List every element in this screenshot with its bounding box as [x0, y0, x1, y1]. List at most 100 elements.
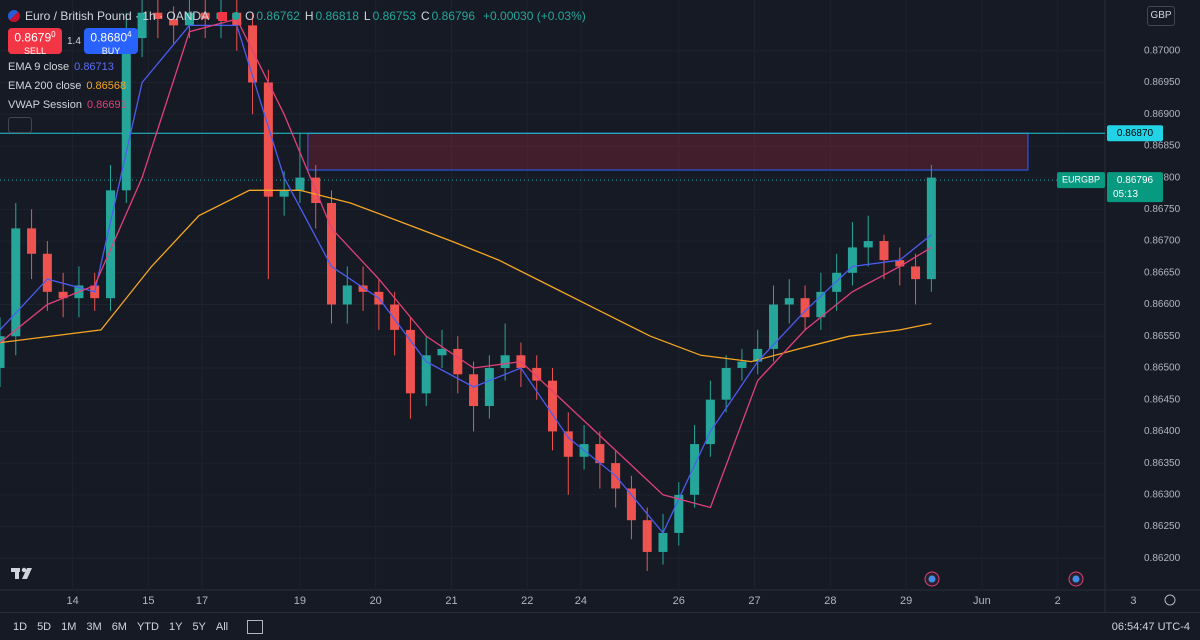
settings-icon[interactable]: [1164, 594, 1176, 606]
candle-body: [484, 367, 494, 407]
candle-body: [327, 203, 336, 305]
candle-body: [153, 12, 163, 20]
candle-body: [295, 177, 305, 191]
candle-body: [121, 38, 131, 191]
candle-body: [832, 272, 842, 292]
candle-body: [200, 12, 210, 20]
buy-button[interactable]: 0.86804 BUY: [84, 28, 138, 56]
candle-body: [421, 355, 431, 394]
x-tick-label: 3: [1130, 595, 1136, 607]
range-button[interactable]: 1D: [13, 621, 28, 633]
y-tick-label: 0.87000: [1144, 45, 1181, 56]
x-tick-label: 20: [370, 595, 382, 607]
candle-body: [658, 532, 668, 552]
range-buttons: 1D 5D 1M 3M 6M YTD 1Y 5Y All: [0, 621, 233, 633]
symbol-header: Euro / British Pound · 1h · OANDA O 0.867…: [8, 9, 586, 23]
candle-body: [753, 348, 763, 362]
y-tick-label: 0.86600: [1144, 299, 1181, 310]
bottom-toolbar: 1D 5D 1M 3M 6M YTD 1Y 5Y All 06:54:47 UTC-4: [0, 612, 1200, 640]
countdown-label: 05:13: [1113, 189, 1138, 200]
indicator-line: [0, 189, 932, 363]
candle-body: [532, 367, 542, 381]
level-label-bg: [1107, 125, 1163, 142]
x-tick-label: Jun: [973, 595, 991, 607]
spread: 1.4: [67, 36, 81, 47]
y-tick-label: 0.86400: [1144, 426, 1181, 437]
sell-button[interactable]: 0.86790 SELL: [8, 28, 62, 56]
legend-value: 0.86568: [86, 80, 127, 92]
candle-body: [563, 431, 573, 457]
candle-body: [248, 25, 258, 83]
event-icons: [924, 571, 1176, 606]
sell-price: 0.8679: [14, 30, 52, 45]
range-button[interactable]: 5D: [37, 621, 52, 633]
legend-ema200: EMA 200 close 0.86568: [8, 80, 126, 92]
legend-name: VWAP Session: [8, 99, 82, 111]
indicator-line: [0, 24, 932, 535]
chart: 0.86200 0.86250 0.86300 0.86350 0.86400 0.864…: [0, 0, 1200, 612]
legend-value: 0.86713: [74, 61, 114, 73]
candle-body: [548, 380, 557, 432]
y-tick-label: 0.86450: [1144, 394, 1181, 405]
background: [0, 0, 1200, 612]
range-button[interactable]: All: [215, 621, 229, 633]
x-tick-label: 28: [824, 595, 836, 607]
candle-body: [926, 177, 936, 280]
candle-body: [11, 228, 21, 337]
x-tick-label: 14: [66, 595, 78, 607]
range-button[interactable]: YTD: [136, 621, 159, 633]
candle-body: [721, 367, 731, 400]
sell-pip: 0: [51, 30, 56, 39]
legend-vwap: VWAP Session 0.86691: [8, 99, 127, 111]
collapse-legend[interactable]: [8, 117, 32, 133]
range-button[interactable]: 6M: [111, 621, 127, 633]
candle-body: [816, 291, 826, 318]
level-label: 0.86870: [1117, 128, 1154, 139]
range-button[interactable]: 3M: [86, 621, 102, 633]
candle-body: [106, 190, 115, 299]
plot-area: [0, 0, 1105, 571]
symbol-title: Euro / British Pound · 1h · OANDA: [25, 9, 210, 23]
candle-body: [595, 444, 605, 464]
candle-body: [469, 374, 479, 407]
currency-button[interactable]: GBP: [1147, 6, 1175, 26]
axes: 0.86200 0.86250 0.86300 0.86350 0.86400 0.864…: [66, 45, 1180, 607]
y-tick-label: 0.86650: [1144, 267, 1181, 278]
legend-name: EMA 200 close: [8, 80, 82, 92]
candle-body: [42, 253, 52, 292]
clock: 06:54:47 UTC-4: [1111, 621, 1190, 633]
symbol-label: EURGBP: [1062, 175, 1100, 185]
x-tick-label: 17: [196, 595, 208, 607]
y-tick-label: 0.86950: [1144, 77, 1181, 88]
ohlc-value: 0.86753: [372, 9, 416, 23]
x-tick-label: 15: [142, 595, 154, 607]
flag-icon: [8, 10, 20, 22]
range-button[interactable]: 1M: [61, 621, 77, 633]
grid: [0, 0, 1105, 590]
market-icon: [218, 11, 228, 21]
status-dot: [232, 12, 241, 20]
buy-price: 0.8680: [90, 30, 128, 45]
candle-body: [674, 494, 684, 533]
legend-value: 0.86691: [86, 99, 127, 111]
range-button[interactable]: 5Y: [192, 621, 206, 633]
candle-body: [169, 19, 179, 26]
x-tick-label: 22: [521, 595, 533, 607]
candle-body: [737, 361, 747, 368]
y-tick-label: 0.86350: [1144, 458, 1181, 469]
y-tick-label: 0.86850: [1144, 141, 1181, 152]
x-tick-label: 24: [575, 595, 587, 607]
x-tick-label: 2: [1055, 595, 1061, 607]
tv-logo: [11, 567, 32, 579]
candle-body: [358, 285, 368, 292]
ohlc: O 0.86762 H 0.86818 L 0.86753 C 0.86796: [245, 9, 478, 23]
candle-body: [769, 304, 778, 349]
date-range-icon[interactable]: [247, 620, 264, 634]
x-tick-label: 21: [445, 595, 457, 607]
range-button[interactable]: 1Y: [168, 621, 183, 633]
buy-pip: 4: [127, 30, 132, 39]
buy-label: BUY: [101, 45, 121, 56]
candle-body: [911, 266, 921, 280]
candle-body: [705, 399, 715, 445]
